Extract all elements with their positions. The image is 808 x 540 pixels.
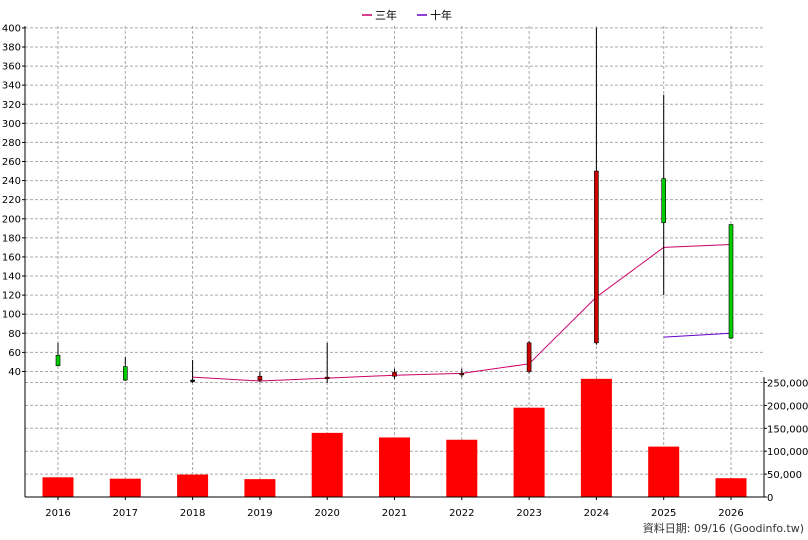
candle-2022 xyxy=(459,368,465,378)
price-tick-label: 220 xyxy=(2,195,21,206)
candle-body xyxy=(392,372,397,377)
volume-bar-2023 xyxy=(513,407,545,497)
candle-2016 xyxy=(55,342,61,367)
price-gridlines xyxy=(25,26,764,497)
volume-bar-2016 xyxy=(42,477,74,497)
price-tick-label: 320 xyxy=(2,100,21,111)
volume-bar-2018 xyxy=(177,474,209,497)
price-tick-label: 180 xyxy=(2,233,21,244)
price-tick-label: 300 xyxy=(2,119,21,130)
x-tick-label: 2019 xyxy=(247,508,272,519)
price-tick-label: 360 xyxy=(2,62,21,73)
candle-body xyxy=(594,170,599,344)
volume-bar-2024 xyxy=(580,378,612,497)
x-axis: 2016 2017 2018 2019 2020 2021 2022 2023 2024 2025… xyxy=(45,497,744,519)
candle-2020 xyxy=(324,342,330,383)
candle-2024 xyxy=(594,27,599,345)
x-tick-label: 2017 xyxy=(113,508,138,519)
volume-y-axis: 0 50,000 100,000 150,000 200,000 250,000 xyxy=(764,378,808,504)
x-tick-label: 2023 xyxy=(516,508,541,519)
candle-2021 xyxy=(392,368,397,380)
volume-bar-2025 xyxy=(648,446,680,497)
candle-body xyxy=(123,366,128,381)
x-tick-label: 2016 xyxy=(45,508,70,519)
price-tick-label: 80 xyxy=(8,329,21,340)
volume-bars xyxy=(42,378,747,497)
volume-bar-2022 xyxy=(446,439,478,497)
candle-2017 xyxy=(123,357,128,381)
x-tick-label: 2026 xyxy=(718,508,743,519)
candle-body xyxy=(257,375,263,381)
legend: 三年 十年 xyxy=(362,8,452,22)
series-line-1 xyxy=(663,332,732,338)
legend-label-1: 十年 xyxy=(430,8,452,22)
legend-label-0: 三年 xyxy=(375,8,397,22)
price-tick-label: 100 xyxy=(2,310,21,321)
volume-bar-2019 xyxy=(244,479,276,497)
price-tick-label: 40 xyxy=(8,367,21,378)
candle-body xyxy=(728,224,734,339)
candle-body xyxy=(526,342,532,372)
volume-tick-label: 200,000 xyxy=(767,401,808,412)
x-tick-label: 2025 xyxy=(651,508,676,519)
volume-bar-2021 xyxy=(379,437,410,497)
x-tick-label: 2021 xyxy=(382,508,407,519)
price-tick-label: 400 xyxy=(2,23,21,34)
x-tick-label: 2018 xyxy=(180,508,205,519)
candle-body xyxy=(459,373,465,376)
price-tick-label: 340 xyxy=(2,81,21,92)
price-tick-label: 280 xyxy=(2,138,21,149)
price-tick-label: 380 xyxy=(2,42,21,53)
candle-2025 xyxy=(661,94,667,296)
price-tick-label: 60 xyxy=(8,348,21,359)
volume-bar-2020 xyxy=(311,432,343,497)
price-tick-label: 160 xyxy=(2,252,21,263)
volume-bar-2026 xyxy=(715,478,747,497)
price-tick-label: 140 xyxy=(2,272,21,283)
candle-body xyxy=(324,376,330,379)
x-tick-label: 2020 xyxy=(314,508,339,519)
candle-2018 xyxy=(190,360,195,383)
volume-tick-label: 100,000 xyxy=(767,447,808,458)
volume-bar-2017 xyxy=(109,478,141,497)
volume-tick-label: 150,000 xyxy=(767,424,808,435)
price-y-axis: 40 60 80 100 120 140 160 180 200 220 240 260 280 300 3… xyxy=(2,23,25,378)
candle-2026 xyxy=(728,224,734,340)
candlesticks xyxy=(55,27,734,383)
footer-source: 資料日期: 09/16 (Goodinfo.tw) xyxy=(643,521,804,535)
volume-tick-label: 250,000 xyxy=(767,378,808,389)
x-tick-label: 2022 xyxy=(449,508,474,519)
candle-2019 xyxy=(257,371,263,382)
price-tick-label: 120 xyxy=(2,291,21,302)
price-tick-label: 200 xyxy=(2,214,21,225)
candle-body xyxy=(661,178,667,223)
candle-body xyxy=(190,379,195,382)
candle-2023 xyxy=(526,340,532,374)
x-tick-label: 2024 xyxy=(584,508,609,519)
price-tick-label: 240 xyxy=(2,176,21,187)
volume-tick-label: 50,000 xyxy=(767,470,802,481)
volume-tick-label: 0 xyxy=(767,493,773,504)
candle-body xyxy=(55,354,61,367)
price-tick-label: 260 xyxy=(2,157,21,168)
